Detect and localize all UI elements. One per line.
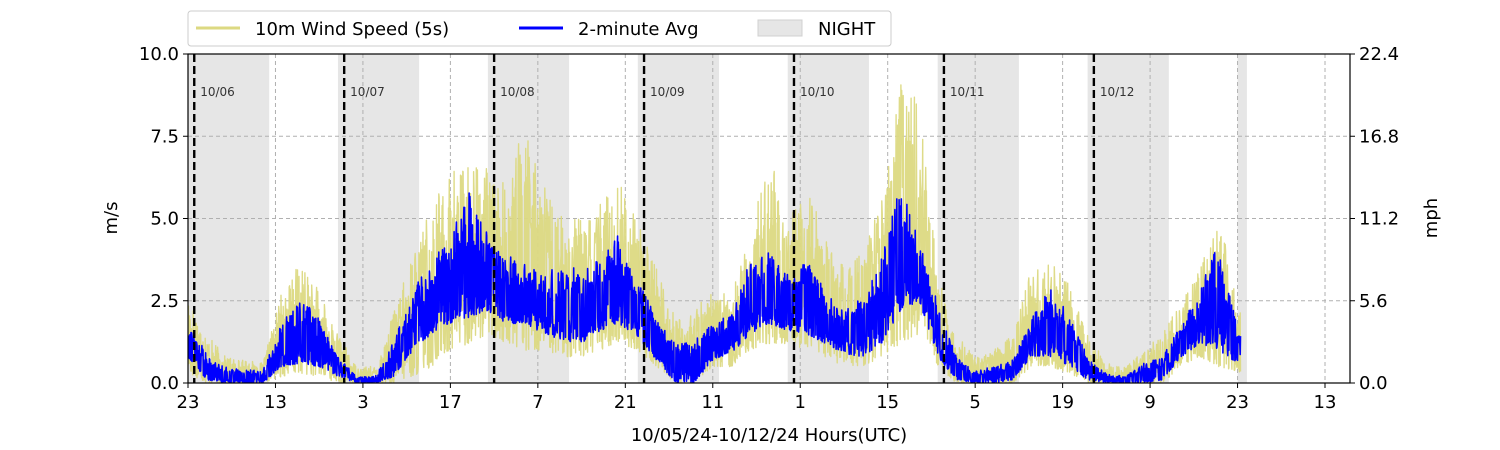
y-axis-label-left: m/s <box>101 202 122 235</box>
day-marker-label: 10/11 <box>950 85 985 99</box>
x-tick-label: 13 <box>1314 392 1337 413</box>
x-tick-label: 17 <box>439 392 462 413</box>
y-tick-label-left: 10.0 <box>139 44 179 65</box>
x-axis-label: 10/05/24-10/12/24 Hours(UTC) <box>631 425 907 446</box>
night-band <box>937 54 1019 383</box>
y-tick-label-left: 0.0 <box>150 373 179 394</box>
day-marker-label: 10/06 <box>200 85 235 99</box>
x-tick-label: 23 <box>1226 392 1249 413</box>
x-tick-label: 1 <box>795 392 806 413</box>
x-tick-label: 21 <box>614 392 637 413</box>
y-tick-label-right: 16.8 <box>1359 126 1399 147</box>
night-band <box>1237 54 1247 383</box>
series-2-minute-avg <box>188 192 1242 383</box>
y-axis-left: 0.0 2.5 5.0 7.5 10.0 <box>139 44 188 394</box>
x-tick-label: 19 <box>1051 392 1074 413</box>
x-tick-label: 15 <box>876 392 899 413</box>
x-tick-label: 11 <box>701 392 724 413</box>
y-tick-label-left: 7.5 <box>150 126 179 147</box>
y-tick-label-left: 5.0 <box>150 209 179 230</box>
x-tick-label: 13 <box>264 392 287 413</box>
day-marker-label: 10/09 <box>650 85 685 99</box>
legend: 10m Wind Speed (5s) 2-minute Avg NIGHT <box>187 10 892 47</box>
legend-swatch-night <box>757 19 803 37</box>
series-10m-wind-speed <box>188 84 1242 383</box>
y-tick-label-left: 2.5 <box>150 291 179 312</box>
day-marker-label: 10/10 <box>800 85 835 99</box>
y-axis-label-right: mph <box>1421 198 1442 238</box>
x-tick-label: 23 <box>177 392 200 413</box>
series-line-2min-avg <box>188 192 1242 383</box>
legend-label-2min-avg: 2-minute Avg <box>578 19 699 40</box>
y-tick-label-right: 5.6 <box>1359 291 1388 312</box>
day-marker-label: 10/12 <box>1100 85 1135 99</box>
x-tick-label: 5 <box>969 392 980 413</box>
day-markers: 10/06 10/07 10/08 10/09 10/10 10/11 10/12 <box>193 54 1135 383</box>
night-band <box>188 54 270 383</box>
legend-label-wind-speed: 10m Wind Speed (5s) <box>255 19 449 40</box>
x-tick-label: 9 <box>1144 392 1155 413</box>
x-tick-label: 3 <box>357 392 368 413</box>
legend-label-night: NIGHT <box>818 19 876 40</box>
y-axis-right: 0.0 5.6 11.2 16.8 22.4 <box>1350 44 1399 394</box>
series-line-wind-speed <box>188 84 1242 383</box>
x-axis: 23 13 3 17 7 21 11 1 15 5 19 9 23 13 <box>177 383 1337 413</box>
y-tick-label-right: 11.2 <box>1359 209 1399 230</box>
x-tick-label: 7 <box>532 392 543 413</box>
day-marker-label: 10/07 <box>350 85 385 99</box>
y-tick-label-right: 0.0 <box>1359 373 1388 394</box>
day-marker-label: 10/08 <box>500 85 535 99</box>
y-tick-label-right: 22.4 <box>1359 44 1399 65</box>
